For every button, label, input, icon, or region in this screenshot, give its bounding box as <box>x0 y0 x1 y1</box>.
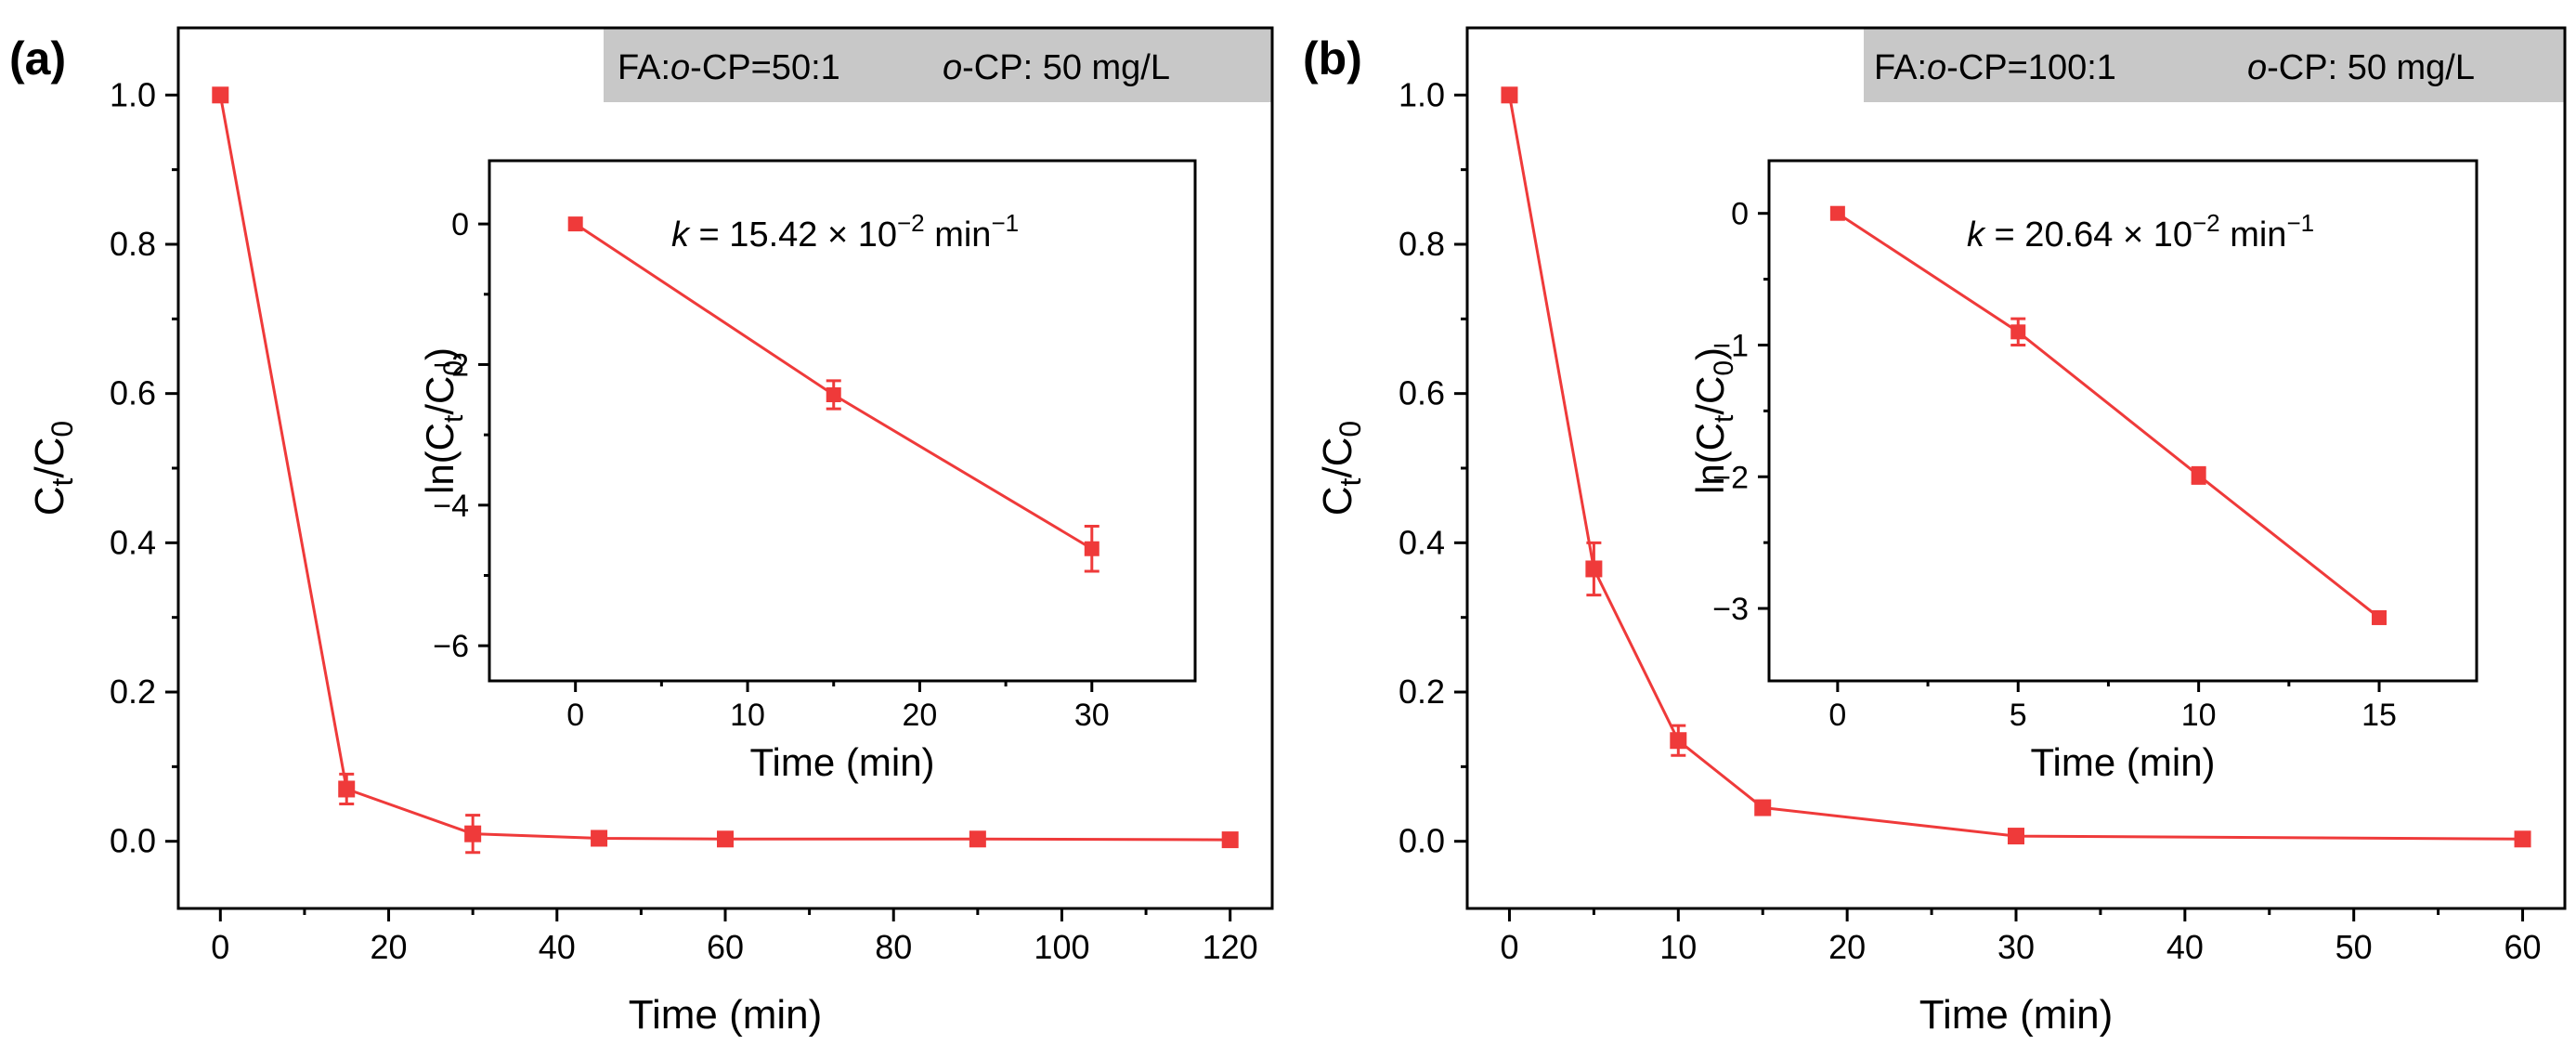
panel-b-x-tick-label: 30 <box>1997 928 2035 966</box>
panel-b-x-tick-label: 40 <box>2166 928 2204 966</box>
panel-a-x-tick-label: 40 <box>539 928 576 966</box>
panel-b-inset-data-point <box>2010 324 2026 340</box>
panel-b-condition-ratio: FA:o-CP=100:1 <box>1874 48 2116 87</box>
panel-b-inset-series-line <box>1837 212 2380 620</box>
panel-a-inset-y-ticks: 0 −2 −4 −6 <box>433 207 489 664</box>
panel-b-inset-y-tick-label: 0 <box>1731 197 1749 232</box>
panel-b-inset-data-point <box>1829 205 1845 221</box>
panel-b-x-tick-label: 60 <box>2504 928 2542 966</box>
panel-a-label: (a) <box>9 33 66 85</box>
panel-a-inset-data-point <box>567 216 583 232</box>
panel-a-x-tick-label: 0 <box>211 928 229 966</box>
panel-b-inset-x-tick-label: 0 <box>1828 698 1846 733</box>
panel-b-inset-y-tick-label: −2 <box>1712 460 1749 495</box>
panel-b: (b) FA:o-CP=100:1 o-CP: 50 mg/L 0 10 20 30 4… <box>1303 26 2567 1038</box>
panel-a-x-tick-label: 20 <box>371 928 408 966</box>
panel-b-series <box>1501 86 2531 848</box>
panel-b-inset-x-axis-label: Time (min) <box>2030 740 2215 784</box>
panel-b-data-point <box>1501 86 1518 104</box>
panel-a-inset-y-tick-label: −4 <box>433 489 469 524</box>
panel-a-inset-x-tick-label: 20 <box>903 698 938 733</box>
panel-b-x-tick-label: 0 <box>1500 928 1518 966</box>
panel-a-inset-rate-constant: k = 15.42 × 10−2 min−1 <box>671 209 1019 255</box>
panel-b-x-tick-label: 10 <box>1659 928 1697 966</box>
panel-b-inset-data-point <box>2372 609 2387 625</box>
panel-a-y-tick-label: 1.0 <box>110 75 156 113</box>
panel-a-x-axis-label: Time (min) <box>629 992 823 1038</box>
panel-b-data-point <box>1754 799 1772 816</box>
panel-a-data-point <box>212 86 229 104</box>
panel-b-x-ticks: 0 10 20 30 40 50 60 <box>1500 908 2542 966</box>
panel-a-condition-box <box>604 28 1272 102</box>
panel-b-data-point <box>2514 830 2531 848</box>
panel-b-y-tick-label: 0.0 <box>1399 822 1445 860</box>
panel-a-y-tick-label: 0.2 <box>110 673 156 711</box>
panel-b-y-tick-label: 0.2 <box>1399 673 1445 711</box>
panel-b-inset-x-tick-label: 15 <box>2361 698 2397 733</box>
panel-a-data-point <box>717 830 734 848</box>
panel-a-inset-x-axis-label: Time (min) <box>749 740 934 784</box>
panel-b-y-tick-label: 0.6 <box>1399 374 1445 412</box>
panel-a-y-tick-label: 0.6 <box>110 374 156 412</box>
panel-a-y-axis-label: Ct/C0 <box>27 421 79 516</box>
panel-a-inset-y-tick-label: −6 <box>433 629 469 664</box>
panel-a-y-tick-label: 0.8 <box>110 225 156 263</box>
panel-b-inset-x-tick-label: 10 <box>2181 698 2217 733</box>
panel-b-label: (b) <box>1303 33 1362 85</box>
panel-a-x-tick-label: 100 <box>1034 928 1089 966</box>
panel-a-inset-y-axis-label: ln(Ct/C0) <box>418 347 469 494</box>
panel-b-y-tick-label: 0.4 <box>1399 523 1445 561</box>
panel-a-data-point <box>1221 831 1239 849</box>
panel-b-x-tick-label: 50 <box>2335 928 2373 966</box>
panel-a-inset-y-tick-label: −2 <box>433 347 469 383</box>
panel-a-y-tick-label: 0.4 <box>110 523 156 561</box>
panel-b-inset-series <box>1829 205 2387 625</box>
panel-a-y-ticks: 0.0 0.2 0.4 0.6 0.8 1.0 <box>110 75 178 860</box>
panel-a-condition-ratio: FA:o-CP=50:1 <box>618 48 840 87</box>
panel-a: (a) FA:o-CP=50:1 o-CP: 50 mg/L 0 20 40 60 80… <box>9 26 1274 1038</box>
panel-b-x-tick-label: 20 <box>1828 928 1866 966</box>
panel-a-series <box>212 86 1239 855</box>
panel-a-y-tick-label: 0.0 <box>110 822 156 860</box>
panel-b-inset-data-point <box>2191 467 2206 483</box>
panel-b-inset-x-ticks: 0 5 10 15 <box>1828 681 2397 733</box>
panel-b-condition-concentration: o-CP: 50 mg/L <box>2247 48 2475 87</box>
panel-b-inset-y-axis-label: ln(Ct/C0) <box>1688 347 1739 494</box>
panel-a-inset-x-ticks: 0 10 20 30 <box>566 681 1110 733</box>
panel-b-y-tick-label: 0.8 <box>1399 225 1445 263</box>
panel-a-x-tick-label: 80 <box>875 928 912 966</box>
panel-a-inset-data-point <box>1084 541 1099 556</box>
panel-a-data-point <box>591 829 608 847</box>
panel-a-inset-x-tick-label: 30 <box>1074 698 1110 733</box>
panel-b-y-tick-label: 1.0 <box>1399 75 1445 113</box>
panel-b-y-axis-label: Ct/C0 <box>1315 421 1367 516</box>
panel-b-data-point <box>1585 560 1603 578</box>
panel-a-inset-data-point <box>826 387 841 402</box>
panel-b-inset-x-tick-label: 5 <box>2010 698 2027 733</box>
panel-b-condition-box <box>1864 28 2565 102</box>
panel-a-inset-x-tick-label: 0 <box>566 698 584 733</box>
panel-a-inset-series <box>567 216 1099 573</box>
panel-a-data-point <box>464 825 482 842</box>
panel-a-condition-concentration: o-CP: 50 mg/L <box>943 48 1170 87</box>
panel-a-inset-y-tick-label: 0 <box>451 207 469 242</box>
panel-a-inset-frame <box>488 159 1197 683</box>
panel-b-inset-y-ticks: 0 −1 −2 −3 <box>1712 197 1769 627</box>
panel-a-inset-x-tick-label: 10 <box>730 698 765 733</box>
panel-b-data-point <box>2008 828 2024 845</box>
panel-b-inset-frame <box>1767 159 2478 683</box>
panel-a-x-tick-label: 60 <box>707 928 744 966</box>
panel-a-data-point <box>969 830 986 848</box>
panel-a-x-ticks: 0 20 40 60 80 100 120 <box>211 908 1258 966</box>
panel-a-x-tick-label: 120 <box>1203 928 1258 966</box>
panel-b-inset-y-tick-label: −3 <box>1712 592 1749 627</box>
panel-b-x-axis-label: Time (min) <box>1919 992 2114 1038</box>
panel-b-series-line <box>1507 95 2523 841</box>
panel-b-inset-rate-constant: k = 20.64 × 10−2 min−1 <box>1967 209 2314 255</box>
panel-a-data-point <box>338 780 356 798</box>
panel-b-inset-y-tick-label: −1 <box>1712 328 1749 363</box>
panel-b-data-point <box>1670 732 1687 750</box>
panel-b-y-ticks: 0.0 0.2 0.4 0.6 0.8 1.0 <box>1399 75 1467 860</box>
